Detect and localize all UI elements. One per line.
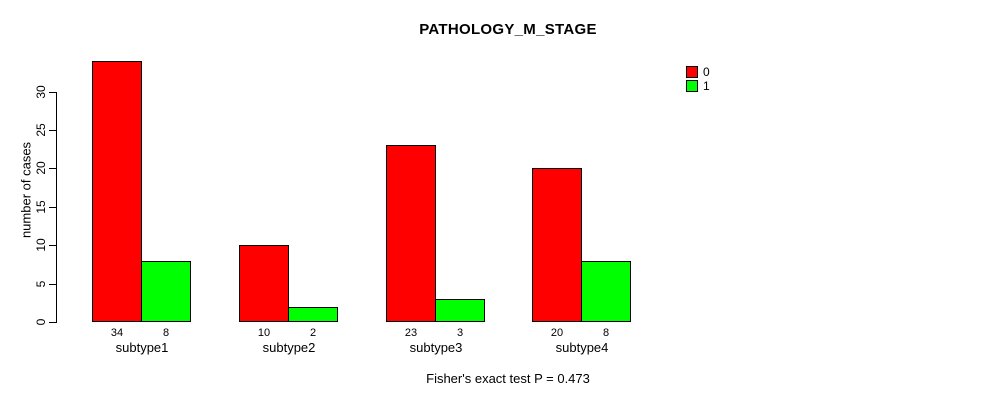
y-tick-label: 10 — [34, 238, 48, 252]
y-tick-mark — [49, 130, 56, 131]
y-tick-mark — [49, 168, 56, 169]
category-label-subtype3: subtype3 — [409, 340, 463, 355]
bar-value-label: 8 — [162, 327, 170, 339]
category-label-subtype4: subtype4 — [555, 340, 609, 355]
bar-subtype3-series0 — [386, 145, 436, 322]
y-tick-label: 25 — [34, 123, 48, 137]
bar-value-label: 10 — [257, 327, 271, 339]
y-tick-label: 5 — [34, 280, 48, 288]
y-tick-label: 30 — [34, 85, 48, 99]
y-tick-mark — [49, 284, 56, 285]
y-tick-label: 0 — [34, 318, 48, 326]
fisher-test-annotation: Fisher's exact test P = 0.473 — [426, 371, 590, 386]
bar-value-label: 3 — [456, 327, 464, 339]
bar-value-label: 8 — [602, 327, 610, 339]
y-tick-mark — [49, 207, 56, 208]
bar-subtype2-series0 — [239, 245, 289, 322]
bar-value-label: 2 — [309, 327, 317, 339]
bar-subtype1-series0 — [92, 61, 142, 322]
legend-item-0: 0 — [686, 65, 710, 78]
bar-value-label: 23 — [404, 327, 418, 339]
y-tick-label: 15 — [34, 200, 48, 214]
legend: 0 1 — [686, 65, 710, 93]
category-label-subtype1: subtype1 — [115, 340, 169, 355]
y-axis-title: number of cases — [18, 141, 34, 239]
y-tick-label: 20 — [34, 161, 48, 175]
bar-subtype2-series1 — [288, 307, 338, 322]
category-label-subtype2: subtype2 — [262, 340, 316, 355]
bar-subtype4-series0 — [532, 168, 582, 322]
bar-subtype1-series1 — [141, 261, 191, 322]
y-tick-mark — [49, 92, 56, 93]
legend-label-0: 0 — [703, 64, 710, 79]
bar-subtype4-series1 — [581, 261, 631, 322]
bar-value-label: 20 — [550, 327, 564, 339]
chart-title: PATHOLOGY_M_STAGE — [419, 21, 597, 38]
legend-label-1: 1 — [703, 78, 710, 93]
bar-value-label: 34 — [110, 327, 124, 339]
bar-subtype3-series1 — [435, 299, 485, 322]
y-tick-mark — [49, 322, 56, 323]
y-axis-line — [56, 92, 57, 323]
legend-swatch-green — [686, 79, 698, 92]
legend-swatch-red — [686, 65, 698, 78]
y-tick-mark — [49, 245, 56, 246]
legend-item-1: 1 — [686, 79, 710, 92]
